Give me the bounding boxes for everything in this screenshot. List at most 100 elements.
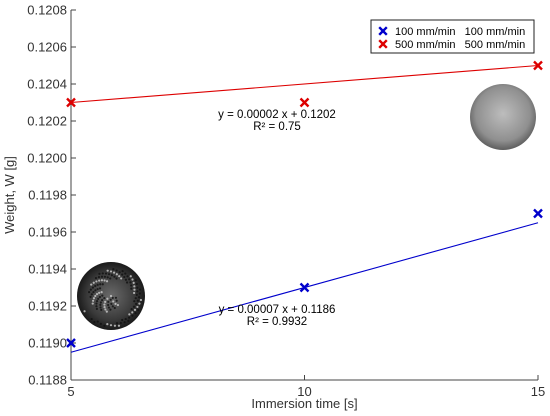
data-point-series-1 [533,208,543,219]
sample-texture-dot [107,303,110,307]
sample-texture-dot [134,297,137,300]
marker-stroke [66,338,76,348]
x-tick-label: 15 [531,384,545,399]
sample-texture-dot [133,308,137,311]
sample-texture-dot [132,281,135,285]
sample-texture-dot [128,278,131,281]
fit-equation-series-1: y = 0.00007 x + 0.1186 [219,304,336,316]
sample-texture-dot [138,302,141,305]
sample-texture-dot [110,274,114,277]
sample-texture-dot [121,269,124,273]
sample-texture-dot [91,286,95,289]
sample-texture-dot [135,293,138,296]
sample-texture-dot [105,280,109,283]
trendline-series-2 [70,64,539,104]
y-tick-label: 0.1196 [28,225,67,240]
sample-texture-dot [96,287,99,291]
sample-texture-dot [107,306,111,309]
sample-texture-dot [134,312,137,315]
sample-texture-dot [123,321,126,324]
sample-texture-dot [130,284,133,287]
sample-texture-dot [89,295,92,298]
sample-texture-dot [103,303,106,306]
x-tick-label: 10 [297,384,311,399]
sample-texture-dot [121,273,124,276]
fit-r2-series-2: R² = 0.75 [253,121,301,133]
sample-texture-dot [120,277,123,280]
data-point-series-1 [299,282,310,293]
sample-texture-dot [123,275,126,279]
sample-texture-dot [100,291,103,294]
sample-texture-dot [126,275,129,278]
sample-texture-dot [92,281,95,284]
sample-texture-dot [95,305,98,308]
sample-texture-dot [101,272,104,275]
sample-texture-dot [134,279,137,282]
sample-texture-dot [99,283,102,286]
sample-texture-dot [100,308,103,312]
sample-texture-dot [94,294,97,298]
sample-texture-dot [98,291,101,294]
sample-texture-dot [103,279,106,282]
sample-texture-dot [127,319,130,322]
sample-texture-dot [97,297,100,300]
sample-texture-dot [109,270,113,273]
sample-texture-dot [103,324,106,327]
sample-texture-dot [103,306,106,309]
sample-texture-dot [132,291,136,295]
sample-texture-dot [100,279,104,282]
sample-texture-dot [124,272,127,275]
sample-texture-dot [89,288,92,291]
fit-equation-series-2: y = 0.00002 x + 0.1202 [218,109,336,121]
y-axis-title: Weight, W [g] [2,156,17,234]
sample-texture-dot [91,302,94,305]
sample-texture-dot [139,298,143,302]
sample-texture-dot [94,276,98,280]
sample-texture-dot [119,321,122,325]
sample-texture-dot [136,290,139,293]
sample-texture-dot [113,306,116,310]
sample-texture-dot [116,303,120,307]
sample-texture-dot [107,273,111,276]
sample-texture-dot [93,320,96,324]
sample-texture-dot [94,284,97,288]
sample-texture-dot [98,272,101,275]
sample-texture-dot [90,283,93,286]
sample-texture-dot [99,322,102,325]
legend-marker-series-2 [378,39,388,49]
sample-texture-dot [124,278,128,281]
sample-texture-dot [95,307,99,310]
sample-texture-dot [109,308,112,311]
legend-box [370,19,535,54]
sample-texture-dot [103,296,106,300]
sample-texture-dot [111,296,114,300]
sample-texture-dot [138,288,142,291]
sample-texture-dot [101,283,104,286]
sample-texture-dot [83,310,86,313]
sample-texture-dot [137,309,140,312]
sample-texture-dot [106,276,109,279]
fit-r2-series-1: R² = 0.9932 [247,316,307,328]
sample-texture-dot [101,299,104,302]
sample-texture-dot [121,318,124,322]
sample-texture-dot [100,275,104,278]
sample-texture-dot [92,297,96,300]
sample-texture-dot [131,278,134,281]
data-point-series-1 [66,338,76,348]
sample-texture-dot [129,275,132,278]
sample-texture-dot [115,277,118,280]
marker-stroke [299,97,310,108]
data-point-series-2 [533,60,543,71]
sample-texture-dot [92,291,95,294]
sample-texture-dot [133,300,136,303]
sample-texture-dot [130,287,133,290]
sample-texture-dot [111,305,114,308]
sample-texture-dot [98,295,102,299]
y-tick-label: 0.1208 [27,3,67,18]
sample-texture-dot [95,293,99,296]
sample-texture-dot [125,281,129,284]
sample-texture-dot [103,275,107,278]
sample-texture-dot [104,308,107,311]
sample-texture-dot [118,271,121,274]
sample-texture-dot [115,269,118,272]
